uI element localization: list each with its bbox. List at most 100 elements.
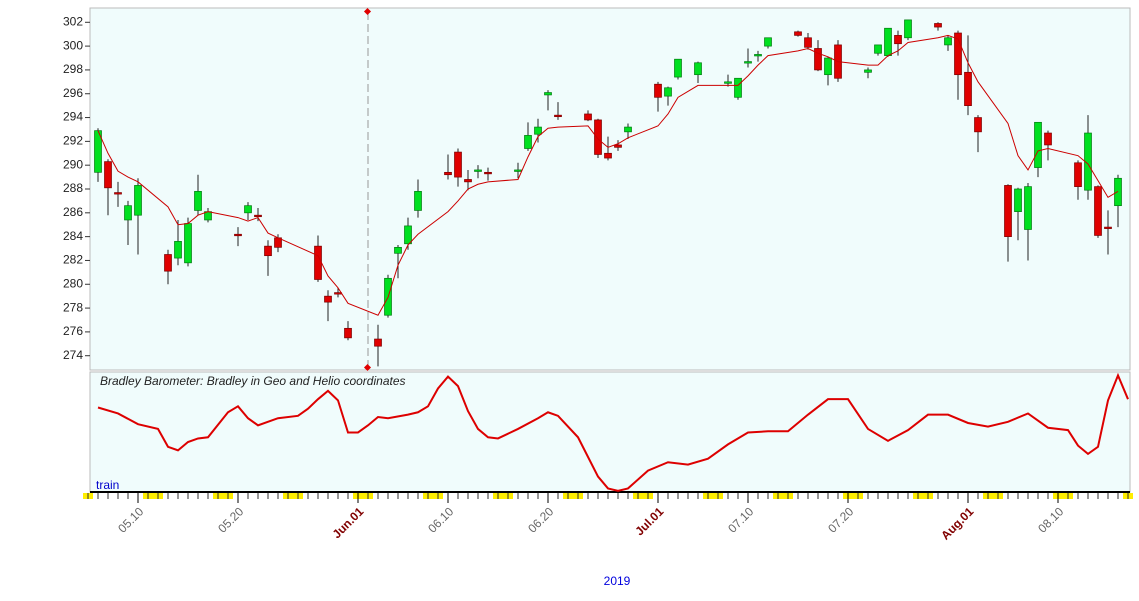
candle-body (1024, 186, 1032, 230)
candle-body (814, 48, 822, 71)
candle-body (444, 171, 452, 176)
candle-body (164, 254, 172, 272)
candle-body (174, 241, 182, 259)
candle-body (104, 161, 112, 189)
y-tick-label: 276 (63, 324, 83, 338)
y-tick-label: 298 (63, 62, 83, 76)
cursor-marker (363, 363, 372, 372)
candle-body (864, 69, 872, 73)
y-tick-label: 286 (63, 205, 83, 219)
candle-body (194, 191, 202, 211)
candle-body (464, 179, 472, 183)
candle-body (674, 58, 682, 78)
candle-body (1004, 185, 1012, 237)
candle-body (614, 144, 622, 148)
x-tick-label: Aug.01 (938, 504, 976, 542)
candle-body (404, 225, 412, 245)
candle-body (824, 57, 832, 76)
candle-body (454, 151, 462, 178)
candle-body (584, 113, 592, 121)
candle-body (394, 246, 402, 254)
candle-body (724, 81, 732, 84)
candle-body (734, 77, 742, 98)
candle-body (1114, 177, 1122, 207)
candle-body (264, 245, 272, 257)
candle-body (654, 83, 662, 98)
candle-body (124, 205, 132, 221)
candle-body (954, 32, 962, 76)
candle-body (1074, 162, 1082, 187)
candle-body (964, 71, 972, 106)
x-tick-label: 07.10 (725, 504, 756, 535)
y-tick-label: 274 (63, 348, 83, 362)
candle-body (764, 37, 772, 47)
x-tick-label: 07.20 (825, 504, 856, 535)
candle-body (1044, 132, 1052, 146)
candle-body (374, 338, 382, 347)
candle-body (1014, 188, 1022, 212)
candle-body (184, 223, 192, 264)
average-line (97, 34, 1119, 316)
candle-body (904, 19, 912, 39)
candle-body (344, 327, 352, 339)
candle-body (804, 37, 812, 48)
candle-body (744, 61, 752, 64)
y-tick-label: 300 (63, 38, 83, 52)
candle-body (604, 152, 612, 159)
candle-body (624, 126, 632, 133)
candle-body (544, 92, 552, 96)
candle-body (874, 44, 882, 54)
y-tick-label: 302 (63, 14, 83, 28)
candle-body (664, 87, 672, 97)
x-tick-label: 06.20 (525, 504, 556, 535)
candle-body (1034, 121, 1042, 168)
candle-body (334, 292, 342, 295)
y-tick-label: 294 (63, 110, 83, 124)
train-label: train (96, 478, 119, 492)
candle-body (474, 169, 482, 172)
y-tick-label: 296 (63, 86, 83, 100)
y-tick-label: 280 (63, 276, 83, 290)
y-tick-label: 282 (63, 253, 83, 267)
y-tick-label: 290 (63, 157, 83, 171)
candle-body (554, 114, 562, 118)
candle-body (884, 27, 892, 56)
bradley-panel (89, 371, 1131, 493)
candle-body (524, 135, 532, 149)
candle-body (594, 119, 602, 155)
candle-body (414, 191, 422, 211)
candle-body (244, 205, 252, 214)
candle-body (134, 185, 142, 216)
bradley-line (97, 372, 1129, 492)
bradley-title: Bradley Barometer: Bradley in Geo and He… (100, 374, 406, 388)
x-tick-label: Jul.01 (632, 504, 666, 538)
candle-body (934, 23, 942, 28)
y-tick-label: 288 (63, 181, 83, 195)
candle-body (694, 62, 702, 76)
x-tick-label: Jun.01 (330, 504, 367, 541)
y-tick-label: 284 (63, 229, 83, 243)
candle-body (514, 169, 522, 172)
candle-body (484, 171, 492, 175)
candle-body (944, 37, 952, 46)
candle-body (754, 54, 762, 57)
x-tick-label: 05.10 (115, 504, 146, 535)
candle-body (114, 192, 122, 195)
x-tick-label: 06.10 (425, 504, 456, 535)
candle-body (1094, 186, 1102, 236)
price-panel (89, 7, 1131, 371)
x-axis-title: 2019 (604, 574, 631, 588)
candle-body (894, 35, 902, 45)
candle-body (1104, 226, 1112, 229)
candle-body (314, 245, 322, 280)
candle-body (254, 214, 262, 218)
x-tick-label: 08.10 (1035, 504, 1066, 535)
y-tick-label: 292 (63, 134, 83, 148)
y-tick-label: 278 (63, 300, 83, 314)
candle-body (534, 126, 542, 135)
candle-body (324, 295, 332, 303)
cursor-marker (363, 7, 372, 16)
candle-body (794, 31, 802, 36)
